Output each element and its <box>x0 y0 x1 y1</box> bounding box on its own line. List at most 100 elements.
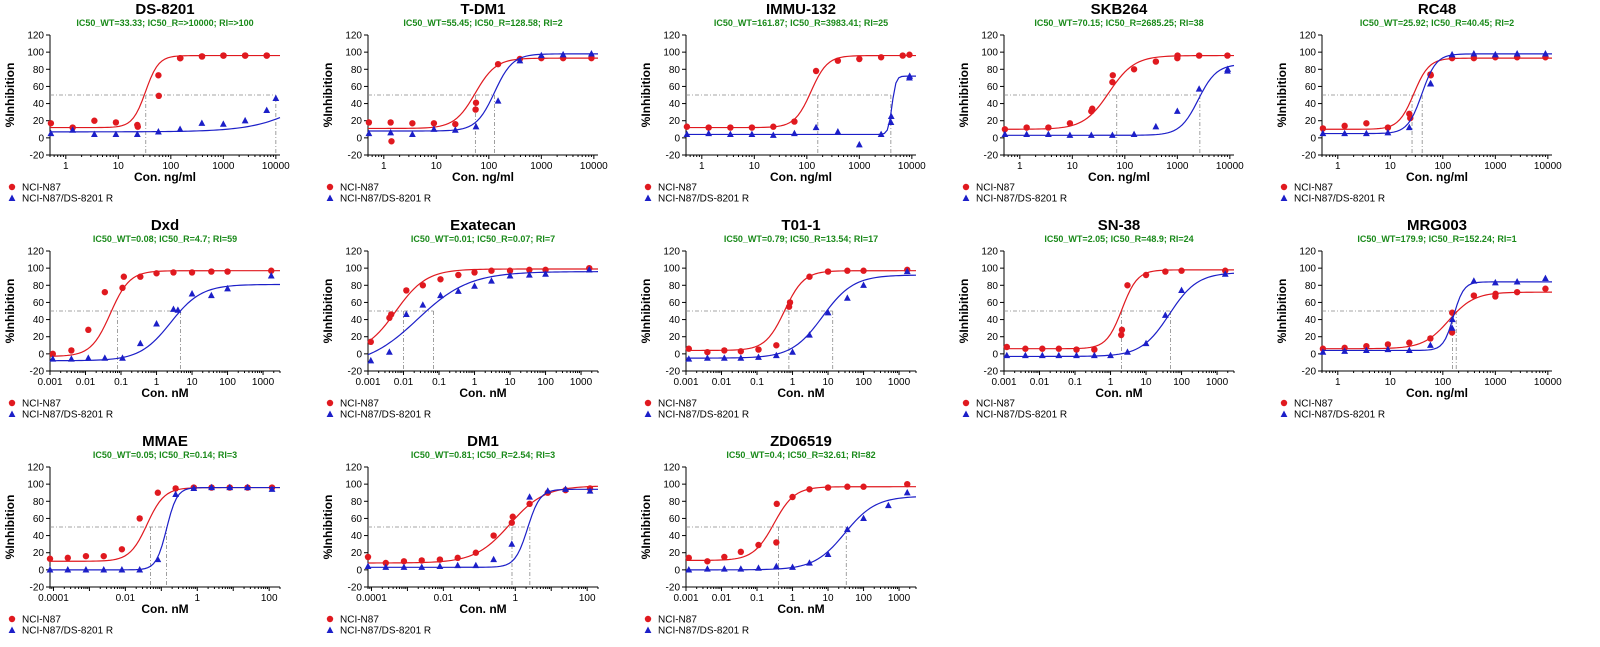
data-point-resistant <box>90 130 98 138</box>
data-point-resistant <box>1066 131 1074 138</box>
ic50-summary: IC50_WT=0.08; IC50_R=4.7; RI=59 <box>93 234 237 244</box>
data-point-wt <box>472 106 479 113</box>
data-point-wt <box>419 282 427 289</box>
data-point-resistant <box>112 130 120 138</box>
x-axis-label: Con. ng/ml <box>1406 170 1468 184</box>
x-tick-label: 100 <box>798 161 815 172</box>
y-tick-label: 20 <box>351 548 363 559</box>
fit-curve-resistant <box>50 116 281 133</box>
data-point-resistant <box>1427 80 1435 87</box>
data-point-resistant <box>154 555 162 563</box>
x-tick-label: 10000 <box>1216 161 1244 172</box>
x-tick-label: 1 <box>1335 377 1341 388</box>
data-point-wt <box>748 124 756 131</box>
data-point-resistant <box>430 125 438 132</box>
data-point-resistant <box>387 128 395 136</box>
y-tick-label: 60 <box>33 298 45 309</box>
legend-marker-wt <box>644 399 652 407</box>
x-axis-label: Con. nM <box>141 386 188 400</box>
legend-marker-resistant <box>326 194 334 201</box>
y-tick-label: 120 <box>1299 31 1316 42</box>
y-tick-label: 60 <box>669 82 681 93</box>
ic50-summary: IC50_WT=0.79; IC50_R=13.54; RI=17 <box>724 234 878 244</box>
data-point-resistant <box>419 301 427 308</box>
data-point-wt <box>224 268 231 275</box>
legend-marker-resistant <box>326 626 334 633</box>
data-point-wt <box>64 554 71 562</box>
ic50-summary: IC50_WT=0.81; IC50_R=2.54; RI=3 <box>411 450 555 460</box>
data-point-resistant <box>720 354 728 361</box>
x-tick-label: 1 <box>381 161 387 172</box>
chart-title: T01-1 <box>781 217 820 234</box>
y-tick-label: -20 <box>30 583 45 594</box>
data-point-wt <box>82 552 90 560</box>
data-point-resistant <box>887 118 895 126</box>
data-point-resistant <box>1001 130 1009 138</box>
data-point-resistant <box>1221 270 1229 277</box>
data-point-wt <box>136 515 143 522</box>
data-point-wt <box>177 54 184 62</box>
data-point-resistant <box>133 130 141 138</box>
data-point-resistant <box>436 562 444 570</box>
data-point-wt <box>1073 346 1080 353</box>
data-point-wt <box>118 546 126 553</box>
legend-label-resistant: NCI-N87/DS-8201 R <box>976 410 1067 421</box>
x-tick-label: 0.01 <box>116 593 136 604</box>
data-point-resistant <box>585 266 593 273</box>
y-tick-label: 100 <box>27 48 44 59</box>
data-point-wt <box>1427 335 1434 342</box>
data-point-resistant <box>1152 122 1160 130</box>
chart-title: MMAE <box>142 433 188 450</box>
data-point-resistant <box>1491 50 1499 58</box>
y-tick-label: 100 <box>663 480 680 491</box>
x-tick-label: 1000 <box>1484 377 1507 388</box>
data-point-wt <box>268 267 275 274</box>
x-tick-label: 10 <box>1385 161 1397 172</box>
data-point-wt <box>134 123 141 130</box>
data-point-wt <box>101 288 109 296</box>
data-point-resistant <box>685 566 693 573</box>
data-point-wt <box>773 539 780 546</box>
x-tick-label: 1000 <box>1484 161 1507 172</box>
x-tick-label: 0.1 <box>750 593 764 604</box>
data-point-resistant <box>903 488 911 496</box>
ic50-summary: IC50_WT=179.9; IC50_R=152.24; RI=1 <box>1357 234 1516 244</box>
x-tick-label: 1000 <box>848 161 871 172</box>
data-point-wt <box>188 269 196 276</box>
data-point-wt <box>844 483 851 490</box>
data-point-wt <box>437 276 444 283</box>
fit-curve-resistant <box>50 486 280 571</box>
data-point-wt <box>508 519 515 526</box>
x-tick-label: 1000 <box>570 377 593 388</box>
fit-curve-resistant <box>1322 53 1552 135</box>
legend-label-resistant: NCI-N87/DS-8201 R <box>22 626 113 637</box>
legend-label-wt: NCI-N87 <box>340 183 379 194</box>
data-point-resistant <box>1513 278 1521 285</box>
data-point-wt <box>471 269 478 276</box>
ic50-summary: IC50_WT=161.87; IC50_R=3983.41; RI=25 <box>714 18 888 28</box>
x-tick-label: 0.01 <box>434 593 454 604</box>
data-point-resistant <box>703 354 711 361</box>
data-point-resistant <box>188 290 196 297</box>
fit-curve-resistant <box>1004 64 1235 136</box>
x-tick-label: 10000 <box>1534 161 1562 172</box>
y-tick-label: 120 <box>27 463 44 474</box>
data-point-wt <box>47 120 55 127</box>
data-point-resistant <box>136 566 144 573</box>
data-point-resistant <box>155 128 162 135</box>
y-tick-label: 60 <box>351 514 363 525</box>
data-point-wt <box>806 273 813 280</box>
data-point-wt <box>494 60 502 68</box>
y-tick-label: 0 <box>674 133 680 144</box>
x-tick-label: 100 <box>579 593 596 604</box>
data-point-resistant <box>1319 129 1327 137</box>
data-point-wt <box>844 267 851 274</box>
data-point-wt <box>1109 72 1116 79</box>
data-point-resistant <box>1448 315 1456 323</box>
data-point-resistant <box>526 493 533 500</box>
data-point-resistant <box>1109 131 1116 138</box>
y-tick-label: 100 <box>27 480 44 491</box>
